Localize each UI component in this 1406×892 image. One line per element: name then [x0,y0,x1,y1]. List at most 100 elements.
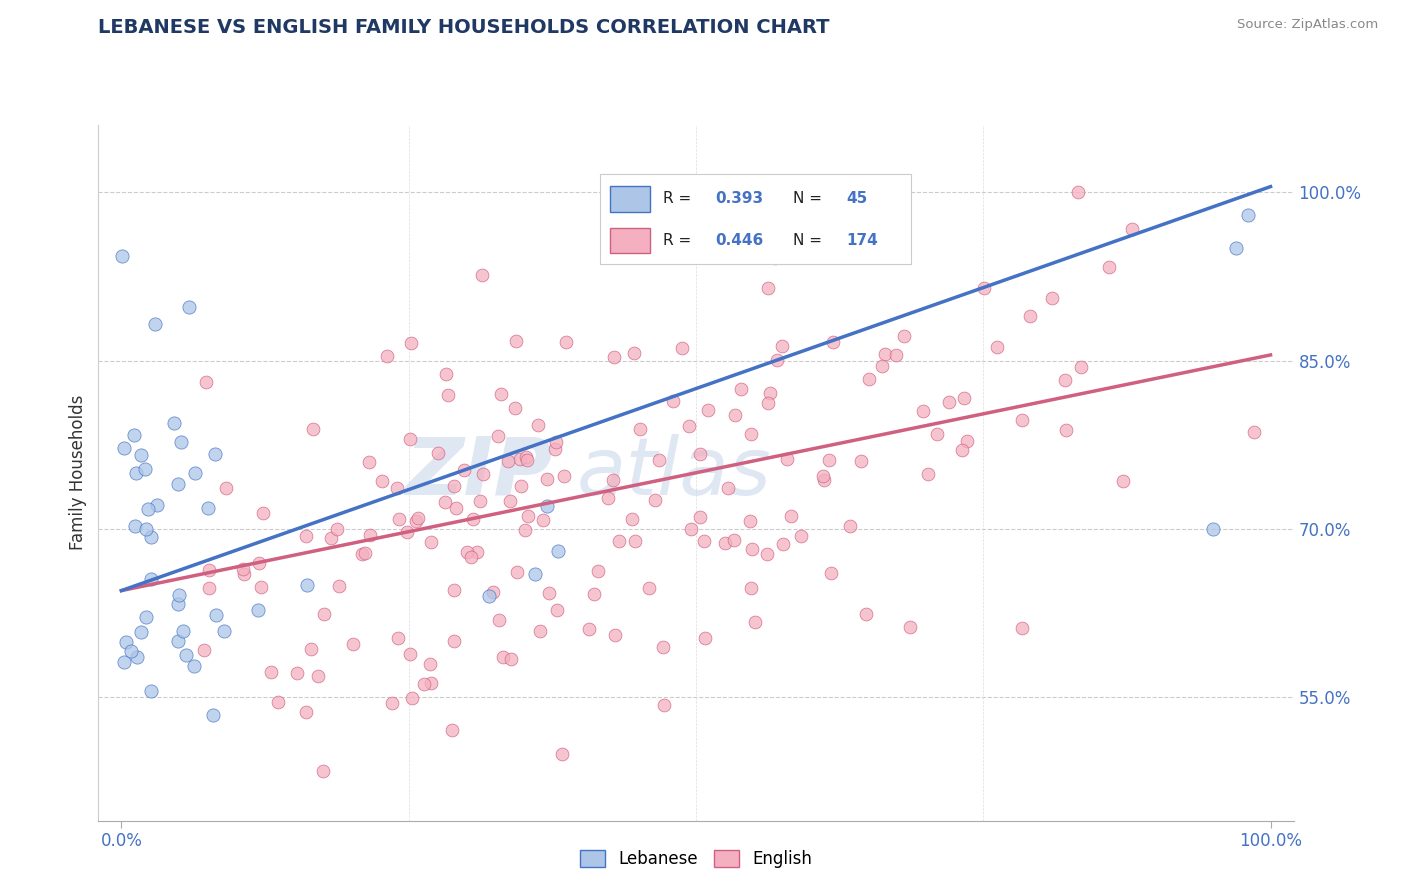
Point [471,268,494,282]
Point [461,512,484,526]
Point [408,511,430,525]
Point [1225,241,1247,255]
Point [399,432,422,446]
Point [444,500,467,515]
Point [472,467,495,482]
Point [501,652,523,666]
Point [267,695,290,709]
Y-axis label: Family Households: Family Households [69,395,87,550]
Point [603,351,626,365]
Point [620,512,643,526]
Point [724,409,747,423]
Point [551,747,574,761]
Point [1236,208,1258,222]
Point [488,614,510,628]
Point [166,597,188,611]
Point [371,474,394,488]
Point [204,446,226,460]
Point [662,393,685,408]
Point [1067,185,1090,199]
Point [250,580,273,594]
Point [537,585,560,599]
Point [925,427,948,442]
Point [1019,309,1042,323]
Point [624,534,647,549]
Point [124,519,146,533]
Point [122,428,145,442]
Point [359,455,381,469]
Point [578,623,600,637]
Point [194,375,217,389]
Point [1121,221,1143,235]
Point [555,335,578,350]
Point [513,523,536,537]
Point [260,665,283,680]
Point [398,648,420,662]
Point [849,454,872,468]
Point [388,512,411,526]
Point [740,581,762,595]
Point [112,655,135,669]
Point [460,550,482,565]
Point [583,587,606,601]
Point [198,581,221,595]
Point [973,281,995,295]
Point [312,607,335,621]
Point [1243,425,1265,439]
Point [763,251,786,265]
Point [536,472,558,486]
Point [420,675,443,690]
Point [129,625,152,640]
Point [453,462,475,476]
Text: ZIP: ZIP [405,434,553,512]
Point [135,610,157,624]
Point [586,564,609,578]
Point [637,581,659,595]
Point [135,523,157,537]
Point [125,466,148,480]
Point [506,566,529,580]
Point [443,633,465,648]
Point [953,392,976,406]
Point [898,620,921,634]
Point [419,657,441,672]
Point [385,481,408,495]
Point [758,386,780,401]
Point [136,502,159,516]
Point [170,434,193,449]
Point [1112,474,1135,488]
Point [307,669,329,683]
Point [546,435,568,450]
Point [420,535,443,549]
Point [197,500,219,515]
Point [174,648,197,662]
Point [780,508,803,523]
Point [765,353,787,368]
Point [427,446,450,460]
Point [509,478,531,492]
Point [139,683,162,698]
Point [723,533,745,547]
Point [499,494,522,508]
Point [193,643,215,657]
Point [950,443,973,458]
Point [820,566,842,580]
Point [678,419,700,434]
Point [1070,359,1092,374]
Point [855,607,877,621]
Point [741,542,763,557]
Text: Source: ZipAtlas.com: Source: ZipAtlas.com [1237,18,1378,31]
Point [143,317,166,331]
Point [730,382,752,396]
Point [986,340,1008,354]
Point [354,546,377,560]
Point [486,428,509,442]
Point [134,462,156,476]
Point [515,450,537,465]
Point [326,522,349,536]
Point [870,359,893,374]
Point [1011,413,1033,427]
Point [295,577,318,591]
Point [756,281,779,295]
Point [167,588,190,602]
